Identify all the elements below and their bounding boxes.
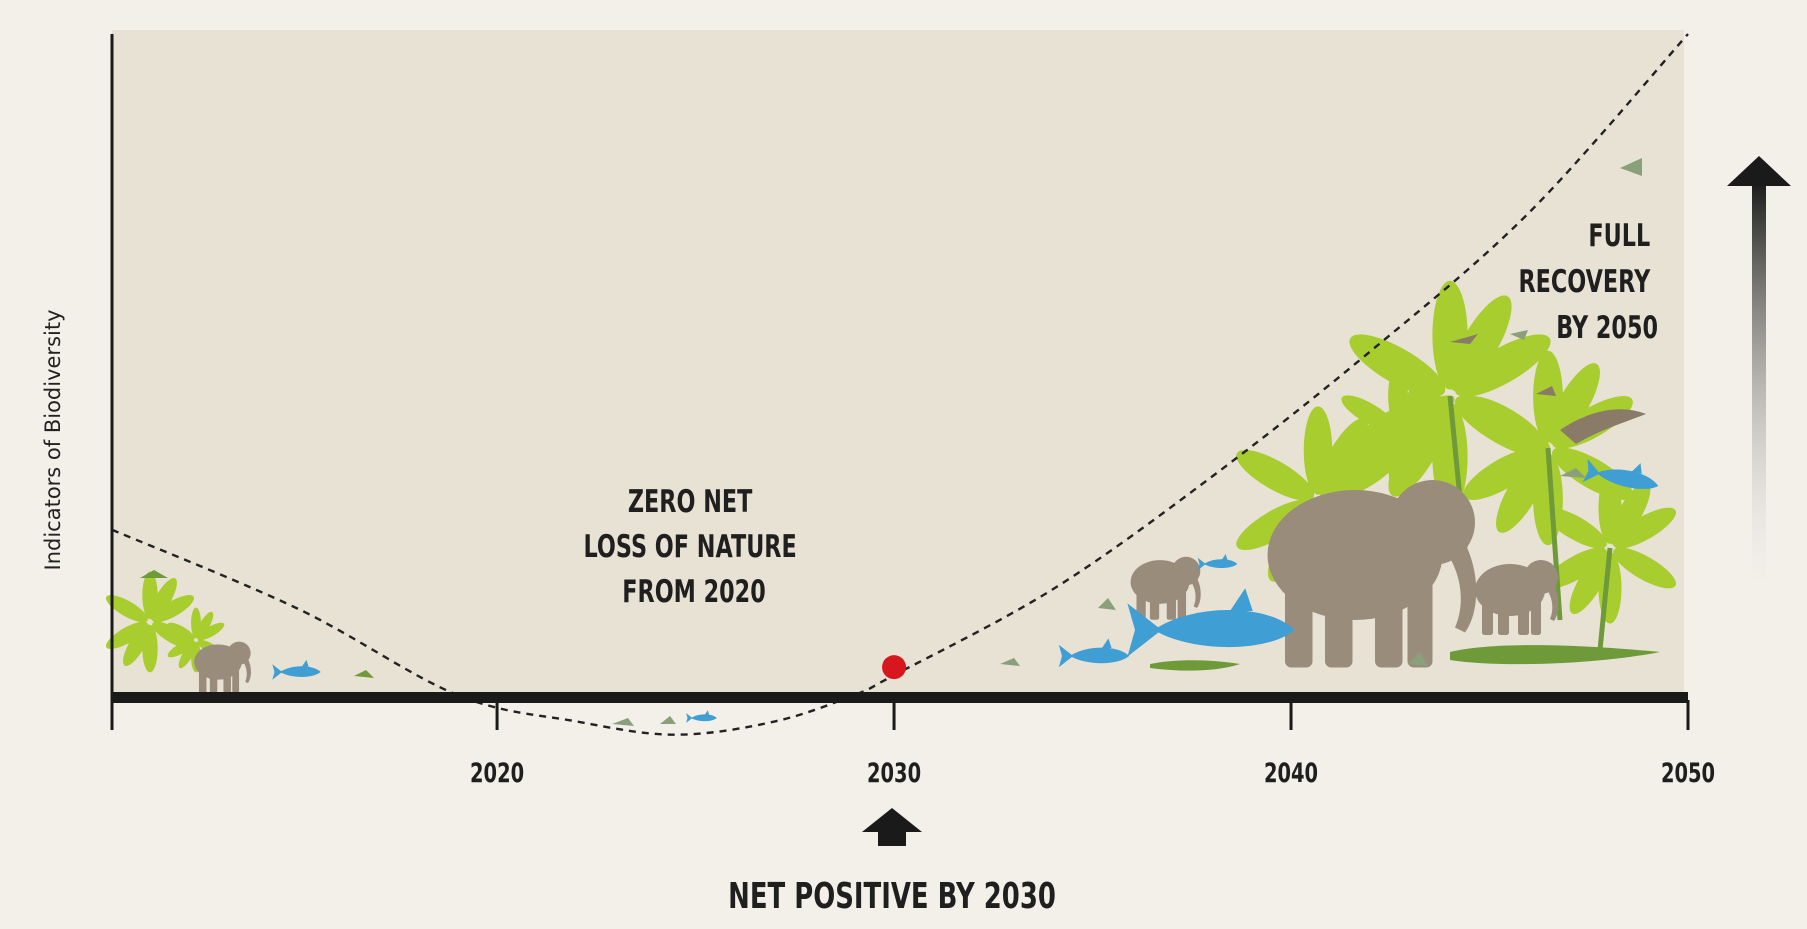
milestone-marker bbox=[882, 655, 907, 680]
annotation-zero-net-line-1: ZERO NET bbox=[628, 484, 753, 520]
x-axis-ticks bbox=[110, 700, 1690, 730]
x-axis bbox=[112, 692, 1688, 703]
x-tick-label-2020: 2020 bbox=[470, 757, 524, 789]
y-axis-label: Indicators of Biodiversity bbox=[41, 309, 65, 570]
annotation-full-recovery-line-3: BY 2050 bbox=[1556, 310, 1658, 346]
annotation-full-recovery: FULL RECOVERY BY 2050 bbox=[1518, 218, 1658, 346]
annotation-net-positive: NET POSITIVE BY 2030 bbox=[728, 876, 1056, 917]
annotation-zero-net: ZERO NET LOSS OF NATURE FROM 2020 bbox=[583, 484, 804, 610]
annotation-zero-net-line-2: LOSS OF NATURE bbox=[583, 529, 796, 565]
annotation-full-recovery-line-2: RECOVERY bbox=[1518, 264, 1650, 300]
up-arrow-icon bbox=[1727, 156, 1791, 622]
arrow-up-icon bbox=[862, 808, 922, 846]
x-tick-label-2050: 2050 bbox=[1661, 757, 1715, 789]
annotation-full-recovery-line-1: FULL bbox=[1588, 218, 1650, 254]
x-axis-tick-labels: 2020 2030 2040 2050 bbox=[470, 757, 1715, 789]
x-tick-label-2040: 2040 bbox=[1264, 757, 1318, 789]
wildlife-illustration bbox=[102, 158, 1682, 726]
x-tick-label-2030: 2030 bbox=[867, 757, 921, 789]
annotation-zero-net-line-3: FROM 2020 bbox=[622, 574, 765, 610]
